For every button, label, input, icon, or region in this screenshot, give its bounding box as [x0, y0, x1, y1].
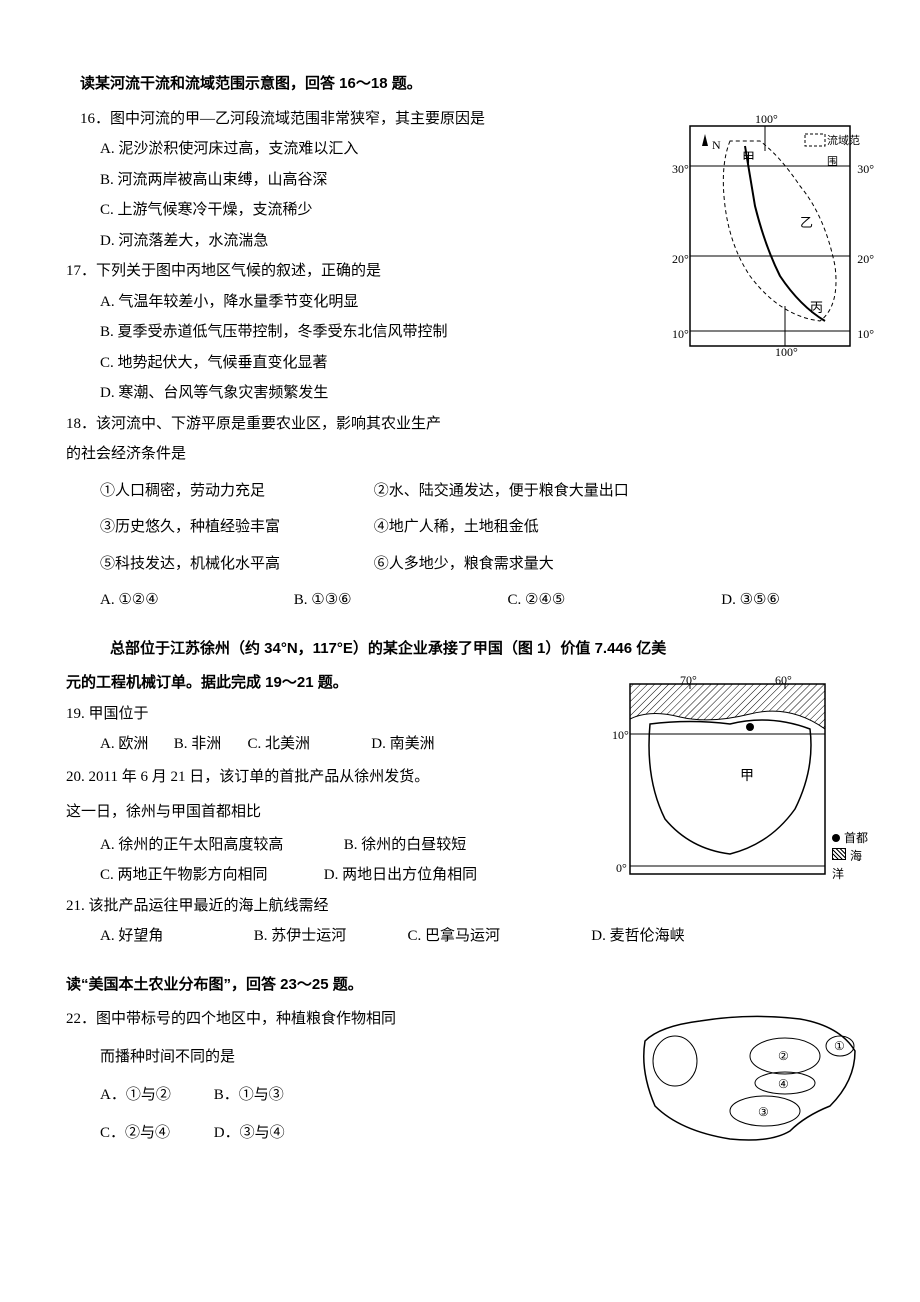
- q18-D: D. ③⑤⑥: [721, 586, 780, 615]
- q22-row1: A．①与② B．①与③: [100, 1077, 590, 1113]
- fig2-legend: 首都 海洋: [832, 829, 870, 883]
- q18-opt5: ⑤科技发达，机械化水平高: [100, 550, 310, 579]
- sec3-text: 22．图中带标号的四个地区中，种植粮食作物相同 而播种时间不同的是 A．①与② …: [50, 1001, 590, 1151]
- section-1: 读某河流干流和流域范围示意图，回答 16～18 题。 16．图中河流的甲—乙河段…: [50, 70, 870, 615]
- fig1-legend: 流域范围: [827, 131, 870, 173]
- sec1-header: 读某河流干流和流域范围示意图，回答 16～18 题。: [80, 70, 590, 99]
- capital-dot-icon: [832, 834, 840, 842]
- q19-D: D. 南美洲: [371, 736, 434, 752]
- fig1-jia: 甲: [742, 146, 755, 171]
- q17-A: A. 气温年较差小，降水量季节变化明显: [100, 288, 590, 317]
- fig3-n1: ①: [834, 1035, 845, 1058]
- q18-opt6: ⑥人多地少，粮食需求量大: [374, 550, 554, 579]
- q17-D: D. 寒潮、台风等气象灾害频繁发生: [100, 379, 590, 408]
- q18-stem2: 的社会经济条件是: [66, 440, 590, 469]
- q19-stem: 19. 甲国位于: [66, 700, 590, 729]
- fig3-n2: ②: [778, 1045, 789, 1068]
- section-2: 总部位于江苏徐州（约 34°N，117°E）的某企业承接了甲国（图 1）价值 7…: [50, 635, 870, 951]
- q22-row2: C．②与④ D．③与④: [100, 1115, 590, 1151]
- q20-stem1: 20. 2011 年 6 月 21 日，该订单的首批产品从徐州发货。: [66, 761, 590, 794]
- q21-B: B. 苏伊士运河: [254, 922, 404, 951]
- q18-opts-row1: ①人口稠密，劳动力充足 ②水、陆交通发达，便于粮食大量出口: [100, 477, 870, 506]
- q19-C: C. 北美洲: [248, 730, 368, 759]
- q22-C: C．②与④: [100, 1115, 210, 1151]
- q17-C: C. 地势起伏大，气候垂直变化显著: [100, 349, 590, 378]
- legend-capital-row: 首都: [832, 829, 870, 847]
- fig1-lat10-l: 10°: [672, 323, 689, 346]
- q16-A: A. 泥沙淤积使河床过高，支流难以汇入: [100, 135, 590, 164]
- q22-stem2: 而播种时间不同的是: [100, 1039, 590, 1075]
- q18-A: A. ①②④: [100, 586, 230, 615]
- legend-ocean-row: 海洋: [832, 847, 870, 883]
- q21-opts: A. 好望角 B. 苏伊士运河 C. 巴拿马运河 D. 麦哲伦海峡: [100, 922, 870, 951]
- fig1-lon-top: 100°: [755, 108, 778, 131]
- q19-A: A. 欧洲: [100, 730, 170, 759]
- usa-map-svg: [630, 1001, 870, 1151]
- q20-D: D. 两地日出方位角相同: [324, 867, 477, 883]
- sec2-header1: 总部位于江苏徐州（约 34°N，117°E）的某企业承接了甲国（图 1）价值 7…: [110, 635, 870, 664]
- q16-D: D. 河流落差大，水流湍急: [100, 227, 590, 256]
- q18-opts-row3: ⑤科技发达，机械化水平高 ⑥人多地少，粮食需求量大: [100, 550, 870, 579]
- q22-A: A．①与②: [100, 1077, 210, 1113]
- fig2-lat10: 10°: [612, 724, 629, 747]
- leg-capital: 首都: [844, 831, 868, 845]
- q20-B: B. 徐州的白昼较短: [344, 837, 467, 853]
- q18-B: B. ①③⑥: [294, 586, 444, 615]
- q16-B: B. 河流两岸被高山束缚，山高谷深: [100, 166, 590, 195]
- sec1-figure: 100° 100° 30° 30° 20° 20° 10° 10° N 甲 乙 …: [670, 106, 870, 366]
- q21-C: C. 巴拿马运河: [408, 922, 588, 951]
- q22-stem1: 22．图中带标号的四个地区中，种植粮食作物相同: [66, 1001, 590, 1037]
- fig1-lat20-l: 20°: [672, 248, 689, 271]
- q20-row1: A. 徐州的正午太阳高度较高 B. 徐州的白昼较短: [100, 831, 590, 860]
- fig2-lon60: 60°: [775, 669, 792, 692]
- q18-letters: A. ①②④ B. ①③⑥ C. ②④⑤ D. ③⑤⑥: [100, 586, 870, 615]
- sec2-header2: 元的工程机械订单。据此完成 19～21 题。: [66, 669, 590, 698]
- q17-B: B. 夏季受赤道低气压带控制，冬季受东北信风带控制: [100, 318, 590, 347]
- fig2-lon70: 70°: [680, 669, 697, 692]
- q20-A: A. 徐州的正午太阳高度较高: [100, 831, 340, 860]
- q21-D: D. 麦哲伦海峡: [591, 928, 684, 944]
- q19-B: B. 非洲: [174, 730, 244, 759]
- q18-opts-row2: ③历史悠久，种植经验丰富 ④地广人稀，土地租金低: [100, 513, 870, 542]
- sec3-figure: ① ② ③ ④: [630, 1001, 870, 1151]
- q16-C: C. 上游气候寒冷干燥，支流稀少: [100, 196, 590, 225]
- fig3-n4: ④: [778, 1073, 789, 1096]
- q18-opt3: ③历史悠久，种植经验丰富: [100, 513, 310, 542]
- q18-opt4: ④地广人稀，土地租金低: [374, 513, 539, 542]
- q18-opt2: ②水、陆交通发达，便于粮食大量出口: [374, 477, 629, 506]
- section-3: 读“美国本土农业分布图”，回答 23～25 题。 22．图中带标号的四个地区中，…: [50, 971, 870, 1152]
- fig1-bing: 丙: [810, 296, 823, 321]
- ocean-hatch-icon: [832, 848, 846, 860]
- sec2-left-col: 元的工程机械订单。据此完成 19～21 题。 19. 甲国位于 A. 欧洲 B.…: [50, 669, 590, 890]
- q20-stem2: 这一日，徐州与甲国首都相比: [66, 796, 590, 829]
- q20-row2: C. 两地正午物影方向相同 D. 两地日出方位角相同: [100, 861, 590, 890]
- sec3-header: 读“美国本土农业分布图”，回答 23～25 题。: [66, 971, 870, 1000]
- q22-B: B．①与③: [214, 1087, 284, 1103]
- fig1-n: N: [712, 134, 721, 157]
- q18-C: C. ②④⑤: [508, 586, 658, 615]
- fig1-yi: 乙: [800, 211, 813, 236]
- fig1-lon-bot: 100°: [775, 341, 798, 364]
- q19-opts: A. 欧洲 B. 非洲 C. 北美洲 D. 南美洲: [100, 730, 590, 759]
- fig1-lat30-l: 30°: [672, 158, 689, 181]
- sec2-figure: 70° 60° 10° 0° 甲 首都 海洋: [620, 669, 870, 889]
- fig3-n3: ③: [758, 1101, 769, 1124]
- section-1-text: 读某河流干流和流域范围示意图，回答 16～18 题。 16．图中河流的甲—乙河段…: [50, 70, 590, 469]
- q20-C: C. 两地正午物影方向相同: [100, 861, 320, 890]
- q22-D: D．③与④: [214, 1125, 285, 1141]
- q17-stem: 17．下列关于图中丙地区气候的叙述，正确的是: [66, 257, 590, 286]
- fig1-lat10-r: 10°: [857, 323, 874, 346]
- fig2-jia: 甲: [740, 764, 754, 791]
- fig1-lat20-r: 20°: [857, 248, 874, 271]
- fig2-lat0: 0°: [616, 857, 627, 880]
- q21-A: A. 好望角: [100, 922, 250, 951]
- q21-stem: 21. 该批产品运往甲最近的海上航线需经: [66, 892, 870, 921]
- q18-opt1: ①人口稠密，劳动力充足: [100, 477, 310, 506]
- q18-stem1: 18．该河流中、下游平原是重要农业区，影响其农业生产: [66, 410, 590, 439]
- q16-stem: 16．图中河流的甲—乙河段流域范围非常狭窄，其主要原因是: [80, 105, 590, 134]
